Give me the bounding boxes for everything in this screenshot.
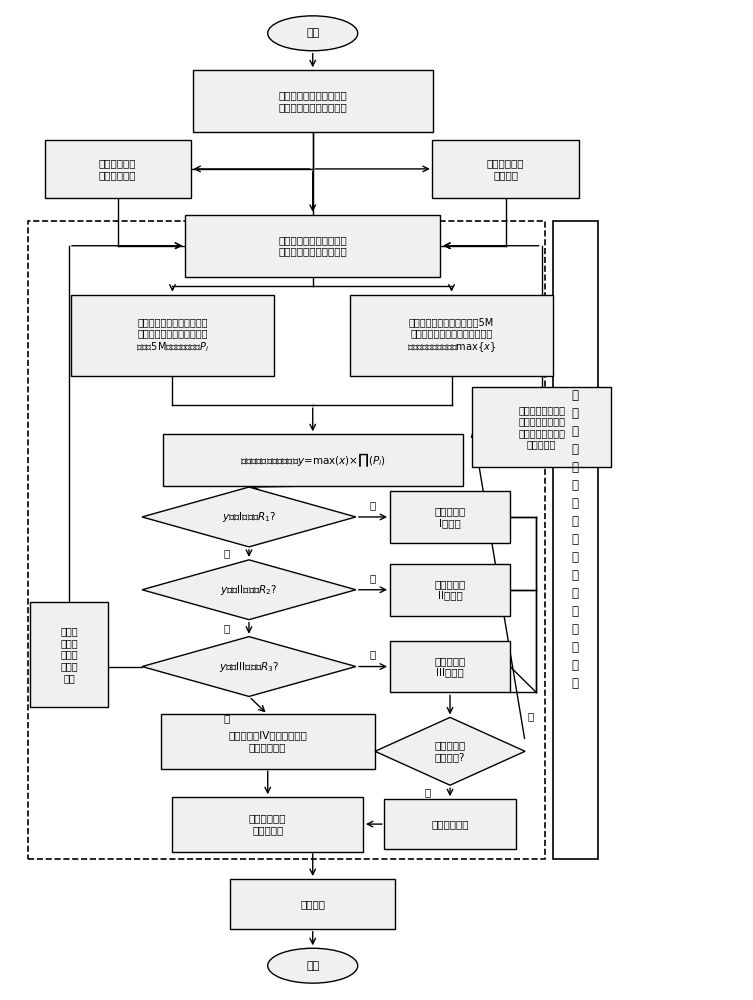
Text: 供电作业人身风险实时评
估与决策系统主站服务器: 供电作业人身风险实时评 估与决策系统主站服务器 <box>279 235 347 257</box>
FancyBboxPatch shape <box>29 602 108 707</box>
Text: 结束: 结束 <box>306 961 319 971</box>
FancyBboxPatch shape <box>472 387 611 467</box>
Text: 开始: 开始 <box>306 28 319 38</box>
Ellipse shape <box>268 16 358 51</box>
FancyBboxPatch shape <box>230 879 395 929</box>
FancyBboxPatch shape <box>163 434 463 486</box>
Text: 是: 是 <box>370 650 376 660</box>
FancyBboxPatch shape <box>390 491 510 543</box>
Text: 给出作业决策: 给出作业决策 <box>431 819 469 829</box>
FancyBboxPatch shape <box>72 295 274 376</box>
Text: 配电图资地理
信息系统: 配电图资地理 信息系统 <box>486 158 524 180</box>
FancyBboxPatch shape <box>185 215 441 277</box>
Text: 是否已调整
作业方式?: 是否已调整 作业方式? <box>434 740 465 762</box>
Text: 否: 否 <box>224 713 230 723</box>
FancyBboxPatch shape <box>432 140 579 198</box>
Polygon shape <box>142 637 356 696</box>
Text: $y$大于I级阈值$R_1$?: $y$大于I级阈值$R_1$? <box>222 510 276 524</box>
FancyBboxPatch shape <box>390 564 510 616</box>
Text: $y$大于III级阈值$R_3$?: $y$大于III级阈值$R_3$? <box>219 660 279 674</box>
FancyBboxPatch shape <box>193 70 433 132</box>
Text: 按照人身安全风险
可调量由大到小的
顺序调整其中的易
控技术项目: 按照人身安全风险 可调量由大到小的 顺序调整其中的易 控技术项目 <box>518 405 565 450</box>
Text: 人身风险为
I级风险: 人身风险为 I级风险 <box>434 506 465 528</box>
Text: $y$大于II级阈值$R_2$?: $y$大于II级阈值$R_2$? <box>221 583 278 597</box>
Text: 输出至供电作
业终端设备: 输出至供电作 业终端设备 <box>249 813 286 835</box>
Text: 在历史数据库基础上用专家
评估法确定当前作业人身安
全风险5M技术项目概率值$P_i$: 在历史数据库基础上用专家 评估法确定当前作业人身安 全风险5M技术项目概率值$P… <box>136 317 209 354</box>
Text: 人身风险为
II级风险: 人身风险为 II级风险 <box>434 579 465 601</box>
FancyBboxPatch shape <box>44 140 191 198</box>
Text: 计算当前作业人身风险值$y$=max($x$)×$\prod$($P_i$): 计算当前作业人身风险值$y$=max($x$)×$\prod$($P_i$) <box>239 451 386 469</box>
Polygon shape <box>375 717 525 785</box>
Text: 增加供
电作业
人身安
全事故
数据: 增加供 电作业 人身安 全事故 数据 <box>60 626 78 683</box>
Ellipse shape <box>268 948 358 983</box>
Text: 调度中心数据
采集监控系统: 调度中心数据 采集监控系统 <box>99 158 136 180</box>
Text: 是: 是 <box>370 573 376 583</box>
FancyBboxPatch shape <box>172 797 364 852</box>
Text: 风险级别为IV级风险以下，
可以进行作业: 风险级别为IV级风险以下， 可以进行作业 <box>228 731 307 752</box>
Text: 供
电
作
业
人
身
风
险
实
时
评
估
与
决
策
流
程: 供 电 作 业 人 身 风 险 实 时 评 估 与 决 策 流 程 <box>572 389 579 690</box>
FancyBboxPatch shape <box>161 714 375 769</box>
Text: 结合历史数据库和当前作业5M
技术项目确定当前作业出现人身
事故概率最大的危害值max{$x$}: 结合历史数据库和当前作业5M 技术项目确定当前作业出现人身 事故概率最大的危害值… <box>407 317 496 354</box>
Text: 否: 否 <box>224 623 230 633</box>
FancyBboxPatch shape <box>350 295 553 376</box>
FancyBboxPatch shape <box>384 799 516 849</box>
Text: 否: 否 <box>224 548 230 558</box>
Polygon shape <box>142 560 356 620</box>
Text: 人身风险为
III级风险: 人身风险为 III级风险 <box>434 656 465 677</box>
Polygon shape <box>142 487 356 547</box>
Text: 将当前作业技术项目内容
输入至供电作业终端设备: 将当前作业技术项目内容 输入至供电作业终端设备 <box>279 90 347 112</box>
Text: 是: 是 <box>370 500 376 510</box>
Text: 是: 是 <box>425 787 431 797</box>
Text: 否: 否 <box>528 711 534 721</box>
FancyBboxPatch shape <box>390 641 510 692</box>
Text: 执行作业: 执行作业 <box>300 899 325 909</box>
